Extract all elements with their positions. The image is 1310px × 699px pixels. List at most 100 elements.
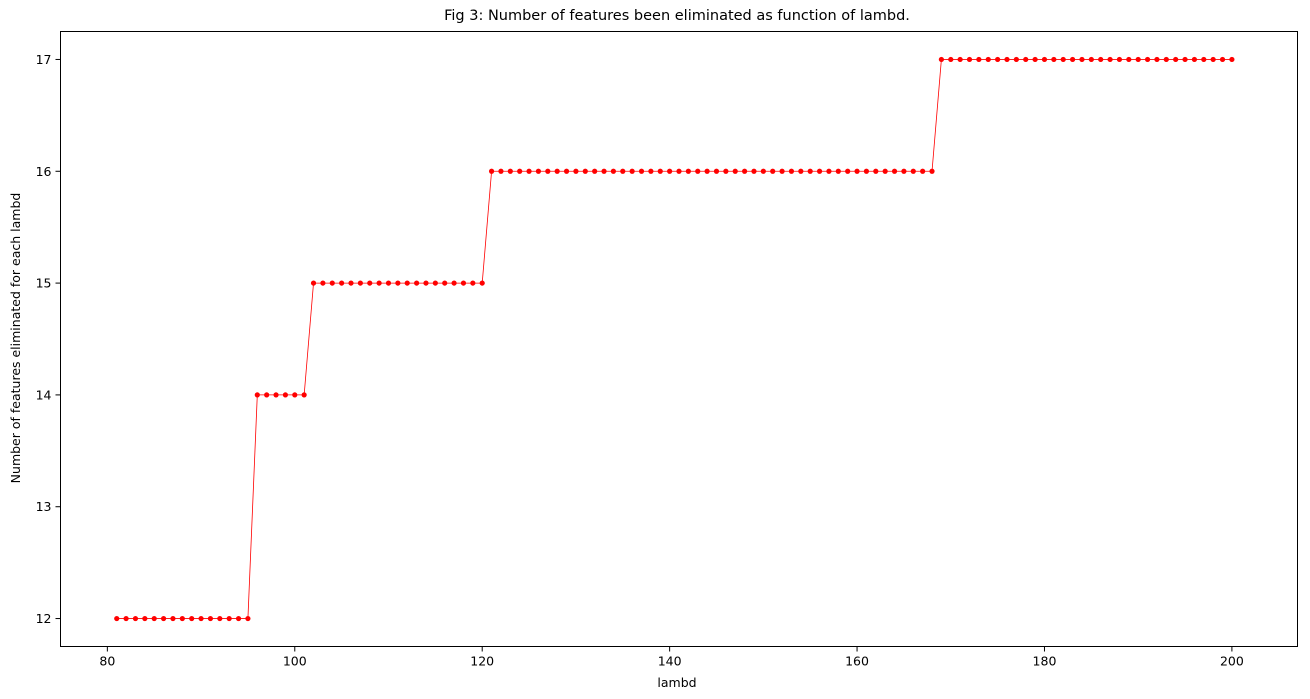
data-point <box>264 392 270 398</box>
data-point <box>1051 56 1057 63</box>
data-point <box>1032 56 1038 63</box>
data-point <box>132 615 139 622</box>
x-axis: 80 100 120 140 160 180 200 <box>99 646 1244 669</box>
data-point <box>957 56 963 63</box>
y-axis-label: Number of features eliminated for each l… <box>8 193 23 484</box>
data-point <box>235 615 242 622</box>
data-point <box>891 168 898 174</box>
data-point <box>1107 56 1113 63</box>
data-point <box>245 615 251 622</box>
data-point <box>648 168 654 174</box>
data-point <box>1041 56 1048 63</box>
data-point <box>704 168 710 174</box>
data-point <box>610 168 617 174</box>
data-point <box>1023 56 1029 63</box>
data-point <box>310 280 317 286</box>
data-point <box>535 168 542 174</box>
x-tick-label: 80 <box>99 654 115 669</box>
data-point <box>526 168 532 174</box>
data-point <box>910 168 916 174</box>
data-point <box>376 280 382 286</box>
data-point <box>470 280 476 286</box>
data-point <box>1004 56 1010 63</box>
x-tick-label: 160 <box>845 654 869 669</box>
data-point <box>995 56 1001 63</box>
x-tick-label: 100 <box>283 654 307 669</box>
x-tick-label: 180 <box>1033 654 1057 669</box>
data-point <box>638 168 645 174</box>
data-point <box>357 280 363 286</box>
data-point <box>601 168 607 174</box>
data-point <box>742 168 748 174</box>
data-point <box>367 280 373 286</box>
data-point <box>1210 56 1216 63</box>
data-point <box>676 168 682 174</box>
data-point <box>807 168 813 174</box>
data-point <box>788 168 795 174</box>
data-point <box>189 615 195 622</box>
data-point <box>620 168 626 174</box>
data-point <box>854 168 860 174</box>
data-point <box>713 168 720 174</box>
data-point <box>948 56 954 63</box>
data-point <box>198 615 204 622</box>
data-point <box>863 168 870 174</box>
data-point <box>395 280 401 286</box>
data-point <box>882 168 888 174</box>
data-point <box>976 56 982 63</box>
data-point <box>1219 56 1226 63</box>
data-point <box>732 168 738 174</box>
data-point <box>770 168 776 174</box>
data-point <box>938 56 944 63</box>
data-point <box>404 280 410 286</box>
data-point <box>1173 56 1179 63</box>
data-point <box>301 392 307 398</box>
data-point <box>254 392 260 398</box>
data-point <box>695 168 701 174</box>
y-tick-label: 17 <box>36 52 52 67</box>
data-point <box>460 280 467 286</box>
data-point <box>488 168 495 174</box>
data-point <box>816 168 823 174</box>
data-point <box>226 615 232 622</box>
y-tick-label: 13 <box>36 499 52 514</box>
data-point <box>657 168 663 174</box>
data-point <box>629 168 635 174</box>
series-line <box>116 59 1232 619</box>
data-point <box>1088 56 1094 63</box>
data-point <box>479 280 485 286</box>
data-point <box>1191 56 1198 63</box>
data-point <box>985 56 991 63</box>
data-point <box>142 615 148 622</box>
y-tick-label: 14 <box>36 387 52 402</box>
data-point <box>554 168 560 174</box>
plot-area <box>114 56 1235 622</box>
data-point <box>1126 56 1132 63</box>
data-point <box>507 168 513 174</box>
data-point <box>751 168 757 174</box>
data-point <box>385 280 392 286</box>
data-point <box>779 168 785 174</box>
data-point <box>339 280 345 286</box>
data-point <box>329 280 335 286</box>
data-point <box>760 168 766 174</box>
data-point <box>451 280 457 286</box>
x-tick-label: 120 <box>470 654 494 669</box>
data-point <box>348 280 354 286</box>
data-point <box>798 168 804 174</box>
chart-title: Fig 3: Number of features been eliminate… <box>444 8 910 24</box>
data-point <box>1163 56 1169 63</box>
data-point <box>498 168 504 174</box>
data-point <box>1069 56 1076 63</box>
data-point <box>423 280 429 286</box>
data-point <box>667 168 673 174</box>
data-point <box>1098 56 1104 63</box>
data-point <box>873 168 879 174</box>
data-point <box>1229 56 1235 63</box>
data-point <box>1154 56 1160 63</box>
axes-frame <box>60 31 1298 647</box>
data-point <box>929 168 935 174</box>
data-point <box>563 168 570 174</box>
data-point <box>685 168 691 174</box>
data-point <box>826 168 832 174</box>
